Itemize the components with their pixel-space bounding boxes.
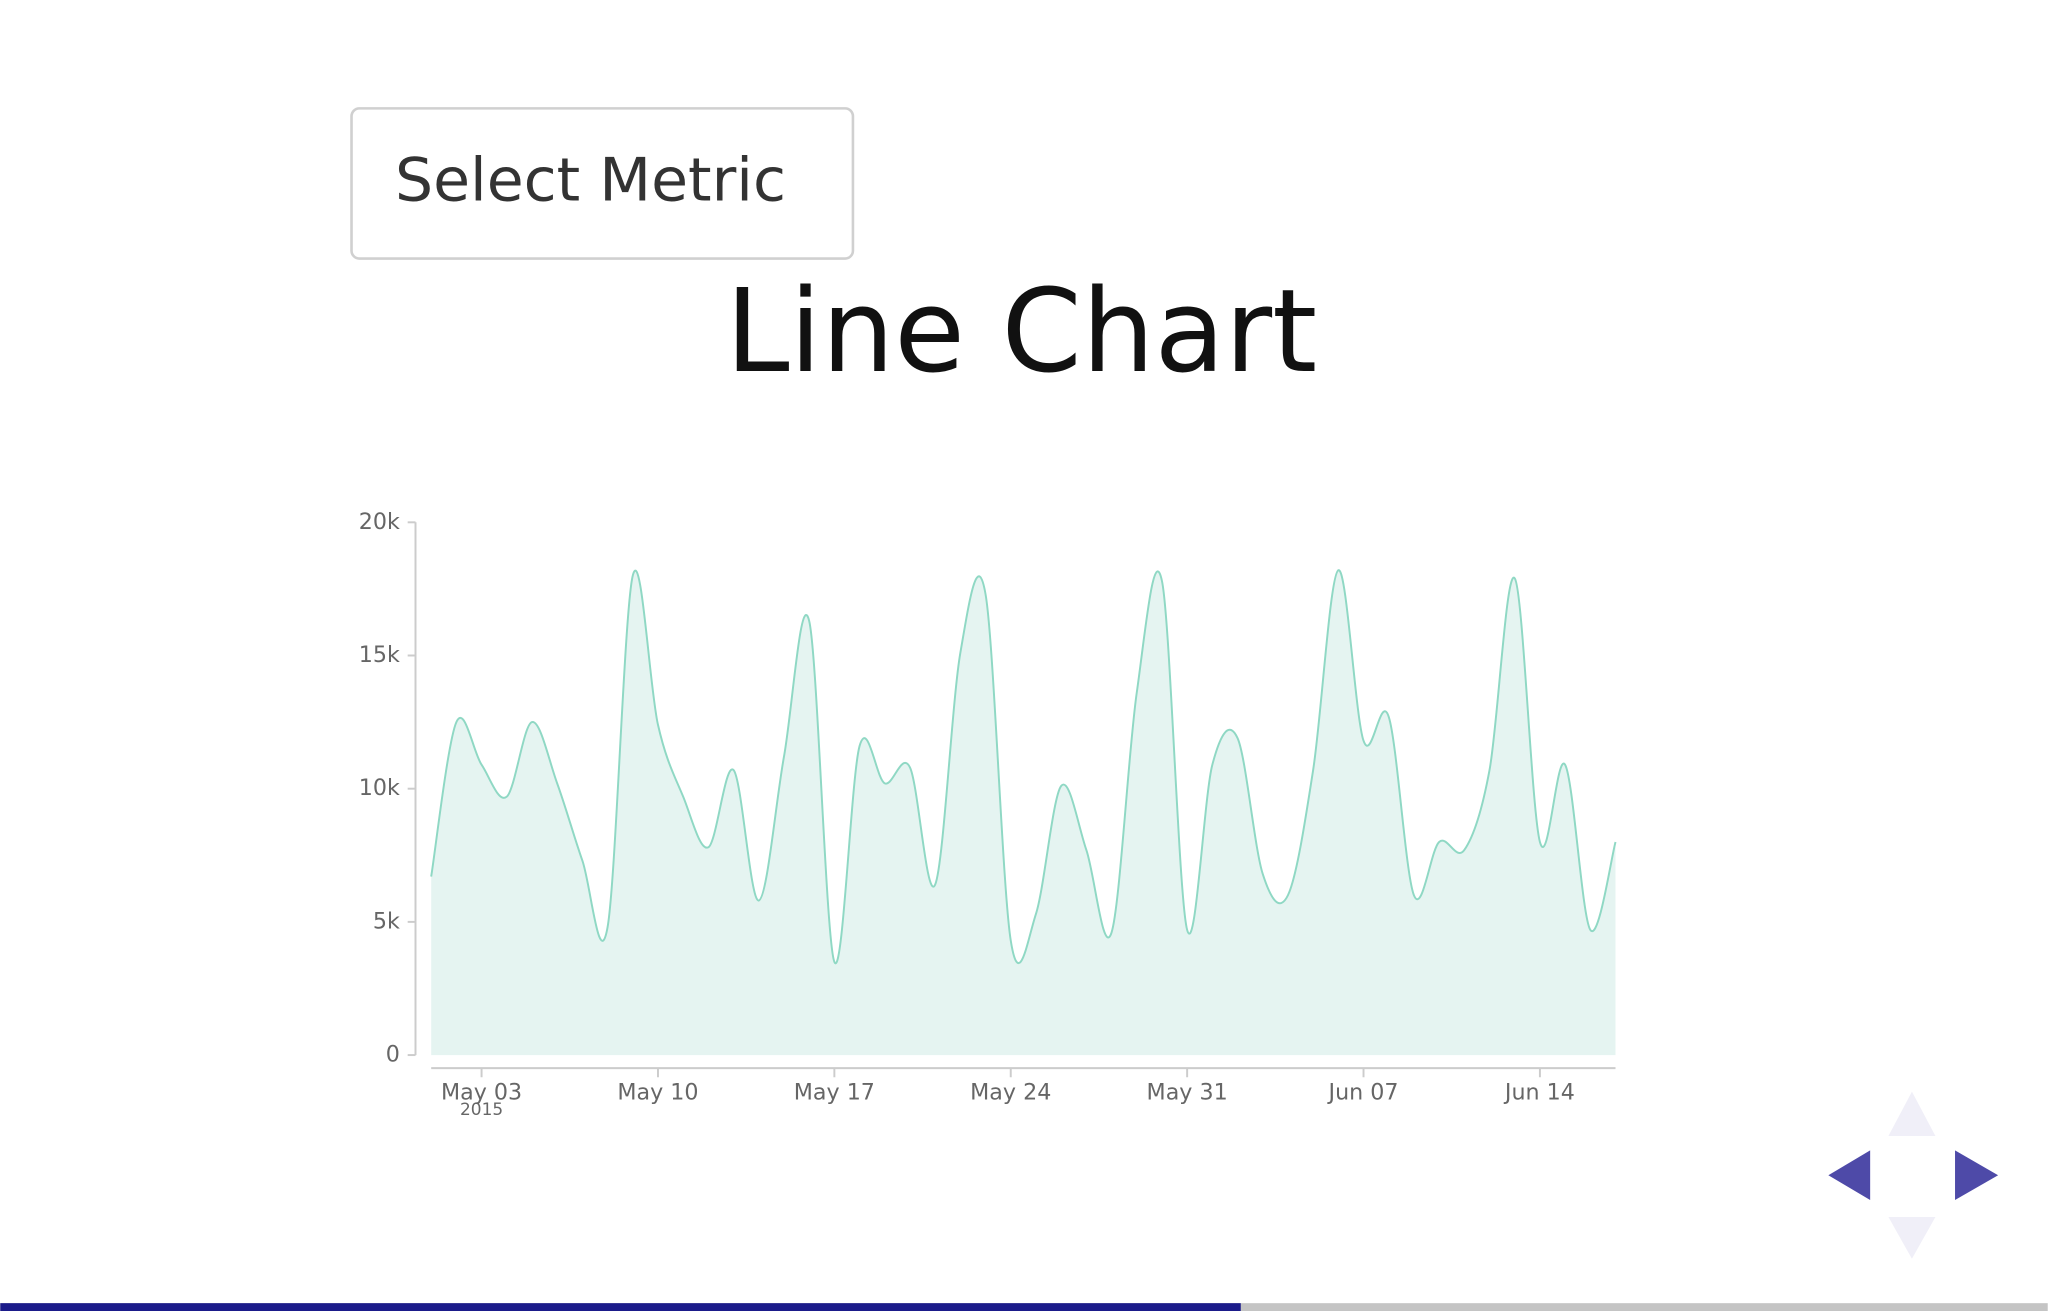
select-metric-button[interactable]: Select Metric [350, 107, 855, 260]
y-tick-label: 0 [386, 1042, 400, 1068]
x-tick-label: May 03 [441, 1079, 522, 1105]
line [430, 569, 1617, 965]
button-label[interactable]: Select Metric [395, 146, 786, 216]
y-tick-label: 5k [373, 908, 400, 934]
y-tick-label: 20k [359, 509, 400, 535]
chart-title: Line Chart [726, 265, 1318, 399]
area-fill [431, 570, 1616, 1056]
x-tick-label: May 24 [970, 1079, 1051, 1105]
nav-right[interactable] [1955, 1150, 1999, 1201]
nav-down[interactable] [1888, 1216, 1936, 1259]
x-tick-label: Jun 14 [1503, 1079, 1575, 1105]
y-tick-label: 15k [359, 642, 400, 668]
x-tick-label: May 10 [617, 1079, 698, 1105]
nav-up[interactable] [1888, 1091, 1936, 1137]
x-year-label: 2015 [460, 1100, 503, 1120]
x-tick-label: Jun 07 [1327, 1079, 1399, 1105]
nav-left[interactable] [1828, 1150, 1871, 1201]
progress-bar [0, 1303, 1241, 1311]
y-tick-label: 10k [359, 775, 400, 801]
x-tick-label: May 17 [794, 1079, 875, 1105]
button-box[interactable] [350, 107, 855, 260]
x-tick-label: May 31 [1147, 1079, 1228, 1105]
